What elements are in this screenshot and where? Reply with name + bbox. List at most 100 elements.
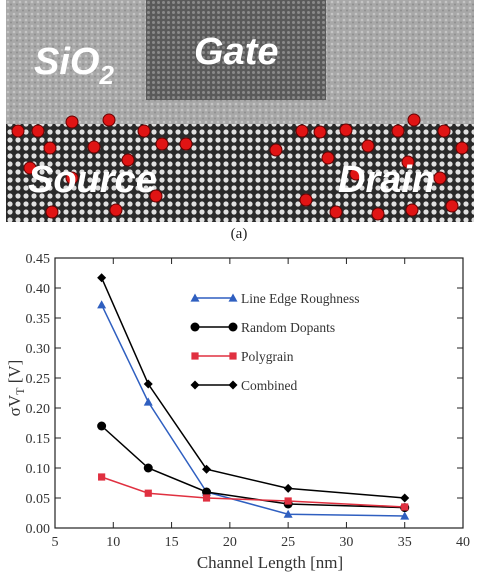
y-tick-label: 0.20: [26, 402, 51, 417]
sigma-vt-chart: 5 10 15 20 25 30 35 40 0.00 0.05 0.10 0.15 0.20 0.25 0…: [5, 252, 471, 572]
y-tick-label: 0.10: [26, 462, 51, 477]
dopant-atom: [407, 113, 421, 127]
tem-micrograph: SiO2 Gate Source Drain: [6, 0, 474, 222]
x-tick-label: 40: [456, 535, 470, 550]
plot-frame: [54, 257, 464, 529]
y-tick-label: 0.00: [26, 522, 51, 537]
dopant-atom: [43, 141, 57, 155]
chart-legend: Line Edge Roughness Random Dopants Polygra…: [190, 291, 359, 393]
dopant-atom: [87, 140, 101, 154]
dopant-atom: [121, 153, 135, 167]
y-axis-label-unit: [V]: [5, 360, 24, 388]
legend-marker: [190, 380, 200, 390]
legend-marker: [228, 322, 238, 332]
dopant-atom: [299, 193, 313, 207]
legend-marker: [191, 352, 199, 360]
legend-marker: [228, 380, 238, 390]
dopant-atom: [45, 205, 59, 219]
sio2-label: SiO2: [34, 41, 114, 90]
dopant-atom: [437, 124, 451, 138]
legend-marker: [190, 293, 200, 302]
source-label: Source: [28, 159, 157, 201]
dopant-atom: [401, 155, 415, 169]
dopant-atom: [65, 171, 79, 185]
data-point: [202, 494, 211, 502]
dopant-atom: [269, 143, 283, 157]
y-tick-label: 0.25: [26, 372, 51, 387]
dopant-atoms: [11, 113, 469, 221]
dopant-atom: [65, 115, 79, 129]
data-point: [143, 379, 153, 389]
dopant-atom: [31, 124, 45, 138]
data-point: [97, 421, 107, 431]
legend-item: Random Dopants: [190, 320, 335, 335]
dopant-atom: [321, 151, 335, 165]
y-tick-label: 0.05: [26, 492, 51, 507]
sio2-label-subscript: 2: [98, 60, 114, 90]
silicon-lattice: [6, 124, 474, 222]
dopant-atom: [455, 141, 469, 155]
legend-marker: [228, 293, 238, 302]
data-point: [98, 473, 106, 481]
x-tick-label: 30: [339, 535, 353, 550]
data-point: [400, 511, 410, 520]
x-tick-label: 15: [165, 535, 179, 550]
dopant-atom: [102, 113, 116, 127]
legend-item: Polygrain: [191, 349, 294, 364]
dopant-atom: [361, 139, 375, 153]
data-point: [400, 493, 410, 503]
data-point: [97, 300, 107, 309]
legend-item: Line Edge Roughness: [190, 291, 359, 306]
y-tick-label: 0.40: [26, 282, 51, 297]
dopant-atom: [329, 205, 343, 219]
data-point: [97, 273, 107, 283]
data-point: [202, 464, 212, 474]
legend-label: Random Dopants: [241, 320, 335, 335]
y-tick-label: 0.30: [26, 342, 51, 357]
data-point: [401, 503, 409, 511]
data-point: [283, 509, 293, 518]
dopant-atom: [391, 124, 405, 138]
data-point: [143, 463, 153, 473]
chart-series: [97, 273, 410, 520]
dopant-atom: [295, 124, 309, 138]
dopant-atom: [371, 207, 385, 221]
data-point: [283, 483, 293, 493]
x-tick-label: 10: [106, 535, 120, 550]
drain-label: Drain: [338, 159, 435, 201]
gate-stack: [146, 0, 326, 100]
legend-label: Polygrain: [241, 349, 294, 364]
series-combined: [97, 273, 410, 503]
sio2-label-main: SiO: [34, 41, 99, 83]
series-polygrain: [98, 473, 409, 511]
series-random-dopants: [97, 421, 410, 513]
data-point: [143, 397, 153, 406]
y-tick-label: 0.15: [26, 432, 51, 447]
y-tick-label: 0.45: [26, 252, 51, 267]
dopant-atom: [11, 124, 25, 138]
dopant-atom: [445, 199, 459, 213]
figure-caption-a: (a): [230, 226, 248, 242]
y-axis-label-main: σV: [5, 394, 24, 416]
dopant-atom: [155, 137, 169, 151]
dopant-atom: [433, 171, 447, 185]
dopant-atom: [405, 203, 419, 217]
y-tick-label: 0.35: [26, 312, 51, 327]
dopant-atom: [349, 167, 363, 181]
gate-label: Gate: [194, 31, 278, 73]
dopant-atom: [313, 125, 327, 139]
y-axis-label: σVT [V]: [5, 360, 27, 417]
dopant-atom: [339, 123, 353, 137]
x-axis-label: Channel Length [nm]: [197, 553, 343, 572]
x-tick-label: 25: [281, 535, 295, 550]
legend-marker: [229, 352, 237, 360]
chart-axes: 5 10 15 20 25 30 35 40 0.00 0.05 0.10 0.15 0.20 0.25 0…: [26, 252, 471, 550]
y-axis-label-subscript: T: [13, 387, 27, 395]
series-line: [100, 304, 405, 517]
dopant-atom: [109, 203, 123, 217]
legend-item: Combined: [190, 378, 297, 393]
data-point: [144, 489, 152, 497]
legend-marker: [190, 322, 200, 332]
x-tick-label: 20: [223, 535, 237, 550]
dopant-atom: [137, 124, 151, 138]
